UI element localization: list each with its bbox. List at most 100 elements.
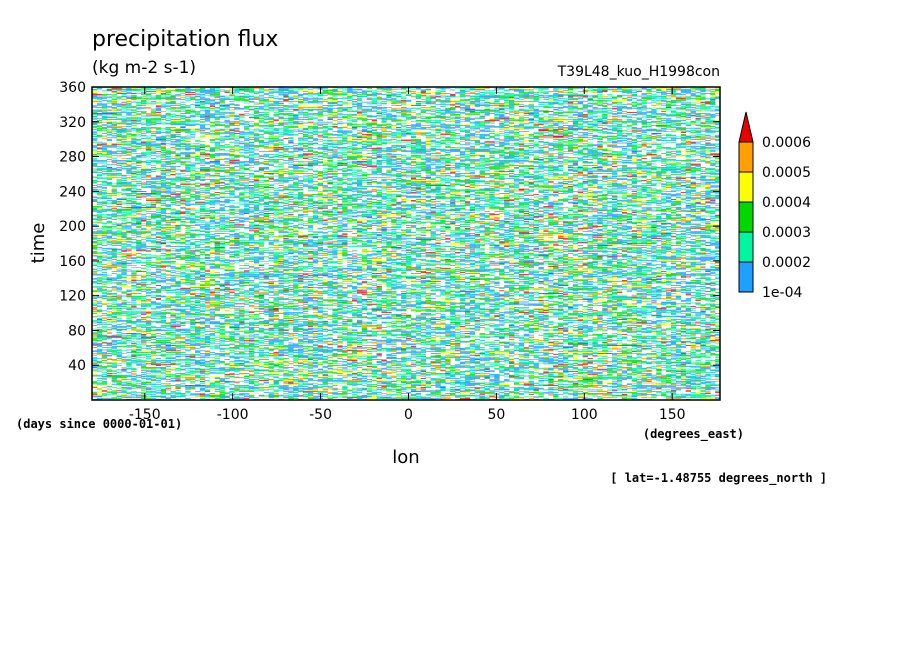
heatmap-cell: [568, 370, 573, 371]
heatmap-cell: [401, 377, 406, 378]
heatmap-cell: [357, 375, 362, 376]
heatmap-cell: [308, 375, 313, 376]
heatmap-cell: [215, 362, 220, 363]
heatmap-cell: [283, 352, 288, 353]
heatmap-cell: [269, 372, 274, 373]
heatmap-cell: [514, 374, 519, 375]
heatmap-cell: [121, 357, 126, 358]
heatmap-cell: [102, 381, 107, 382]
heatmap-cell: [401, 396, 406, 397]
heatmap-cell: [220, 370, 225, 371]
heatmap-cell: [524, 390, 529, 391]
heatmap-cell: [548, 367, 553, 368]
heatmap-cell: [210, 346, 215, 347]
heatmap-cell: [332, 369, 337, 370]
heatmap-cell: [440, 362, 445, 363]
heatmap-cell: [480, 364, 485, 365]
heatmap-cell: [548, 349, 553, 350]
heatmap-cell: [146, 351, 151, 352]
heatmap-cell: [676, 358, 681, 359]
heatmap-cell: [637, 369, 642, 370]
heatmap-cell: [381, 385, 386, 386]
heatmap-cell: [705, 350, 710, 351]
heatmap-cell: [391, 384, 396, 385]
heatmap-cell: [274, 353, 279, 354]
heatmap-cell: [166, 397, 171, 398]
heatmap-cell: [259, 352, 264, 353]
heatmap-cell: [337, 350, 342, 351]
heatmap-cell: [656, 365, 661, 366]
heatmap-cell: [602, 394, 607, 395]
heatmap-cell: [249, 394, 254, 395]
heatmap-cell: [475, 349, 480, 350]
heatmap-cell: [175, 390, 180, 391]
heatmap-cell: [97, 388, 102, 389]
heatmap-cell: [377, 374, 382, 375]
heatmap-cell: [352, 366, 357, 367]
heatmap-cell: [445, 393, 450, 394]
heatmap-cell: [126, 392, 131, 393]
heatmap-cell: [534, 367, 539, 368]
heatmap-cell: [318, 387, 323, 388]
heatmap-cell: [313, 358, 318, 359]
heatmap-cell: [175, 387, 180, 388]
heatmap-cell: [117, 394, 122, 395]
heatmap-cell: [112, 370, 117, 371]
heatmap-cell: [646, 390, 651, 391]
heatmap-cell: [239, 389, 244, 390]
heatmap-cell: [141, 398, 146, 399]
heatmap-cell: [411, 397, 416, 398]
heatmap-cell: [92, 383, 97, 384]
heatmap-cell: [676, 363, 681, 364]
heatmap-cell: [112, 359, 117, 360]
heatmap-cell: [450, 350, 455, 351]
heatmap-cell: [136, 395, 141, 396]
heatmap-cell: [254, 344, 259, 345]
heatmap-cell: [592, 363, 597, 364]
heatmap-cell: [357, 350, 362, 351]
heatmap-cell: [416, 398, 421, 399]
heatmap-cell: [131, 350, 136, 351]
heatmap-cell: [332, 356, 337, 357]
heatmap-cell: [421, 376, 426, 377]
heatmap-cell: [112, 371, 117, 372]
heatmap-cell: [308, 363, 313, 364]
heatmap-cell: [136, 350, 141, 351]
heatmap-cell: [210, 393, 215, 394]
heatmap-cell: [617, 377, 622, 378]
heatmap-cell: [470, 370, 475, 371]
heatmap-cell: [617, 363, 622, 364]
heatmap-cell: [426, 344, 431, 345]
heatmap-cell: [318, 358, 323, 359]
heatmap-cell: [131, 343, 136, 344]
heatmap-cell: [661, 375, 666, 376]
heatmap-cell: [548, 359, 553, 360]
heatmap-cell: [303, 384, 308, 385]
heatmap-cell: [529, 381, 534, 382]
heatmap-cell: [431, 375, 436, 376]
heatmap-cell: [249, 350, 254, 351]
heatmap-cell: [352, 363, 357, 364]
heatmap-cell: [131, 376, 136, 377]
heatmap-cell: [646, 367, 651, 368]
heatmap-cell: [499, 390, 504, 391]
heatmap-cell: [185, 377, 190, 378]
heatmap-cell: [146, 343, 151, 344]
heatmap-cell: [671, 363, 676, 364]
heatmap-cell: [558, 363, 563, 364]
heatmap-cell: [274, 371, 279, 372]
heatmap-cell: [514, 392, 519, 393]
heatmap-cell: [676, 368, 681, 369]
heatmap-cell: [431, 395, 436, 396]
heatmap-cell: [175, 389, 180, 390]
heatmap-cell: [396, 349, 401, 350]
heatmap-cell: [534, 359, 539, 360]
heatmap-cell: [543, 372, 548, 373]
heatmap-cell: [548, 383, 553, 384]
heatmap-cell: [200, 387, 205, 388]
heatmap-cell: [514, 388, 519, 389]
heatmap-cell: [126, 387, 131, 388]
heatmap-cell: [347, 372, 352, 373]
heatmap-cell: [705, 348, 710, 349]
heatmap-cell: [534, 344, 539, 345]
